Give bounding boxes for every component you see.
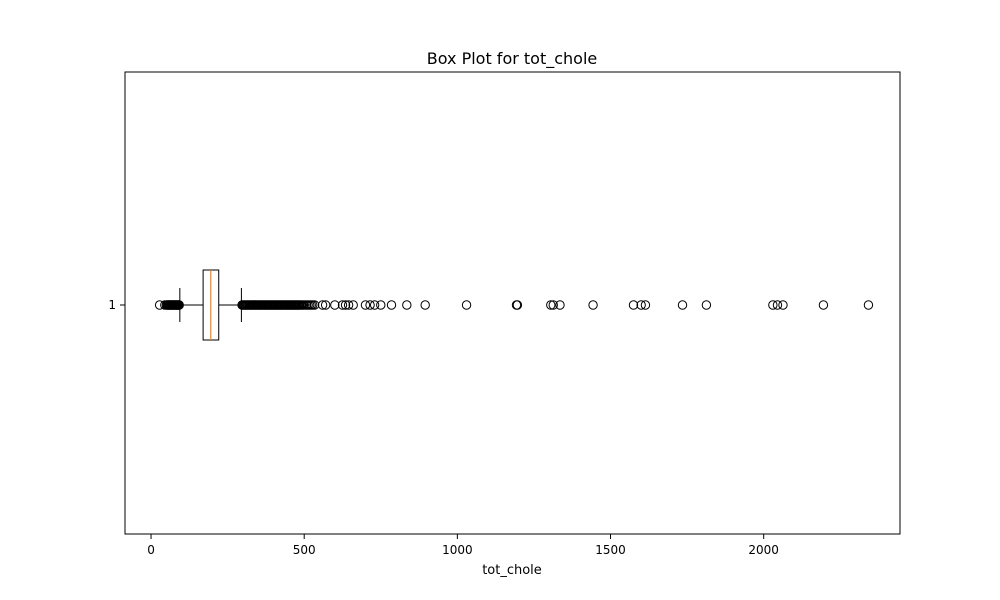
y-tick-label: 1 bbox=[108, 298, 116, 312]
outlier-point bbox=[343, 300, 354, 310]
plot-marks bbox=[154, 269, 874, 341]
y-axis: 1 bbox=[108, 298, 125, 312]
x-tick-label: 2000 bbox=[748, 543, 779, 557]
x-tick-label: 500 bbox=[293, 543, 316, 557]
outlier-point bbox=[778, 300, 788, 310]
outlier-point bbox=[546, 300, 556, 310]
outlier-point bbox=[320, 300, 331, 310]
outlier-point bbox=[360, 300, 371, 310]
outlier-point bbox=[174, 300, 184, 310]
outlier-point bbox=[772, 300, 783, 310]
outlier-point bbox=[317, 300, 328, 310]
outlier-point bbox=[701, 300, 712, 310]
x-tick-label: 1000 bbox=[442, 543, 473, 557]
outlier-point bbox=[768, 300, 778, 310]
outlier-point bbox=[402, 300, 412, 310]
outlier-point bbox=[330, 300, 340, 310]
outlier-point bbox=[555, 300, 565, 310]
plot-area-frame bbox=[124, 71, 901, 535]
x-axis: 0 500 1000 1500 2000 bbox=[147, 534, 779, 557]
outlier-point bbox=[340, 300, 351, 310]
outlier-point bbox=[628, 300, 639, 310]
outlier-point bbox=[386, 300, 397, 310]
outlier-point bbox=[640, 300, 651, 310]
outlier-point bbox=[818, 300, 829, 310]
x-tick-label: 1500 bbox=[595, 543, 626, 557]
outlier-point bbox=[337, 300, 348, 310]
outlier-point bbox=[365, 300, 375, 310]
outlier-point bbox=[461, 300, 472, 310]
outlier-point bbox=[420, 300, 430, 310]
x-tick-label: 0 bbox=[147, 543, 155, 557]
outlier-point bbox=[369, 300, 380, 310]
outlier-point bbox=[636, 300, 646, 310]
chart-title: Box Plot for tot_chole bbox=[427, 49, 598, 69]
outlier-point bbox=[348, 300, 358, 310]
outlier-point bbox=[548, 300, 558, 310]
outlier-point bbox=[863, 300, 874, 310]
outlier-point bbox=[588, 300, 598, 310]
outlier-point bbox=[376, 300, 386, 310]
outlier-point bbox=[512, 300, 523, 310]
x-axis-label: tot_chole bbox=[482, 563, 542, 578]
outlier-point bbox=[677, 300, 688, 310]
